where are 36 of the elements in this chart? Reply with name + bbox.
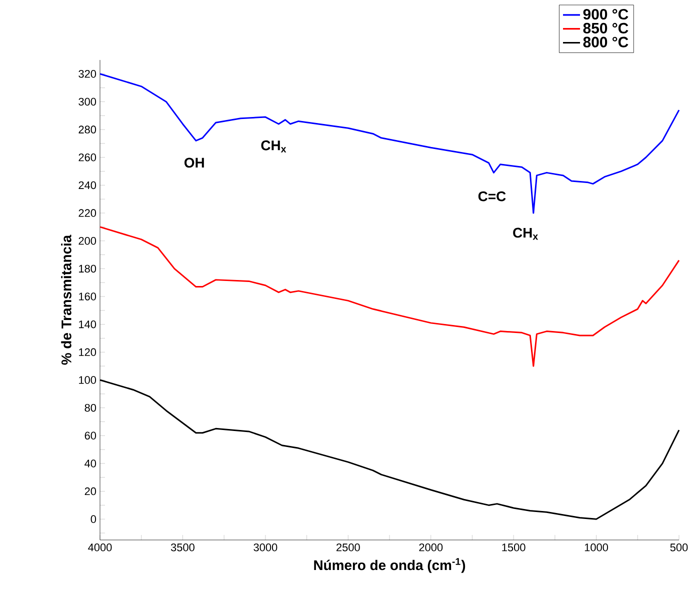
- y-tick-label: 140: [79, 320, 96, 328]
- y-tick-label: 320: [78, 70, 96, 78]
- x-tick-label: 2000: [419, 544, 443, 552]
- y-tick-label: 260: [78, 154, 96, 162]
- legend-label: 850 °C: [583, 22, 628, 34]
- annotation: CH$_{x}$: [513, 228, 538, 240]
- y-tick-label: 0: [90, 515, 96, 523]
- y-tick-label: 200: [78, 236, 96, 245]
- x-tick-label: 2500: [336, 544, 360, 552]
- x-axis-title: Número de onda (cm$^{-1}$): [314, 558, 466, 573]
- y-tick-label: 180: [79, 264, 96, 273]
- x-tick-label: 500: [670, 544, 688, 552]
- y-tick-label: 80: [84, 404, 96, 412]
- legend-label: 900 °C: [583, 8, 628, 20]
- x-tick-label: 3000: [254, 544, 278, 552]
- line-series: [99, 226, 680, 367]
- legend-label: 800 °C: [583, 36, 628, 48]
- x-tick-label: 1000: [584, 544, 608, 552]
- annotation: C=C: [478, 191, 506, 202]
- y-tick-label: 60: [84, 432, 96, 440]
- y-tick-label: 220: [78, 209, 96, 217]
- y-tick-label: 160: [79, 292, 96, 300]
- y-tick-label: 240: [78, 181, 96, 190]
- y-tick-label: 20: [84, 487, 96, 496]
- y-tick-label: 100: [79, 376, 96, 384]
- annotation: CH$_{x}$: [261, 140, 286, 152]
- y-axis-title: % de Transmitancia: [61, 234, 72, 365]
- y-tick-label: 40: [84, 460, 96, 468]
- y-tick-label: 300: [78, 98, 96, 106]
- x-tick-label: 1500: [502, 544, 526, 552]
- x-tick-label: 4000: [88, 544, 112, 552]
- annotation: OH: [184, 158, 204, 168]
- line-series: [99, 73, 680, 214]
- y-tick-label: 280: [78, 126, 96, 134]
- x-tick-label: 3500: [170, 544, 194, 552]
- y-tick-label: 120: [79, 348, 96, 356]
